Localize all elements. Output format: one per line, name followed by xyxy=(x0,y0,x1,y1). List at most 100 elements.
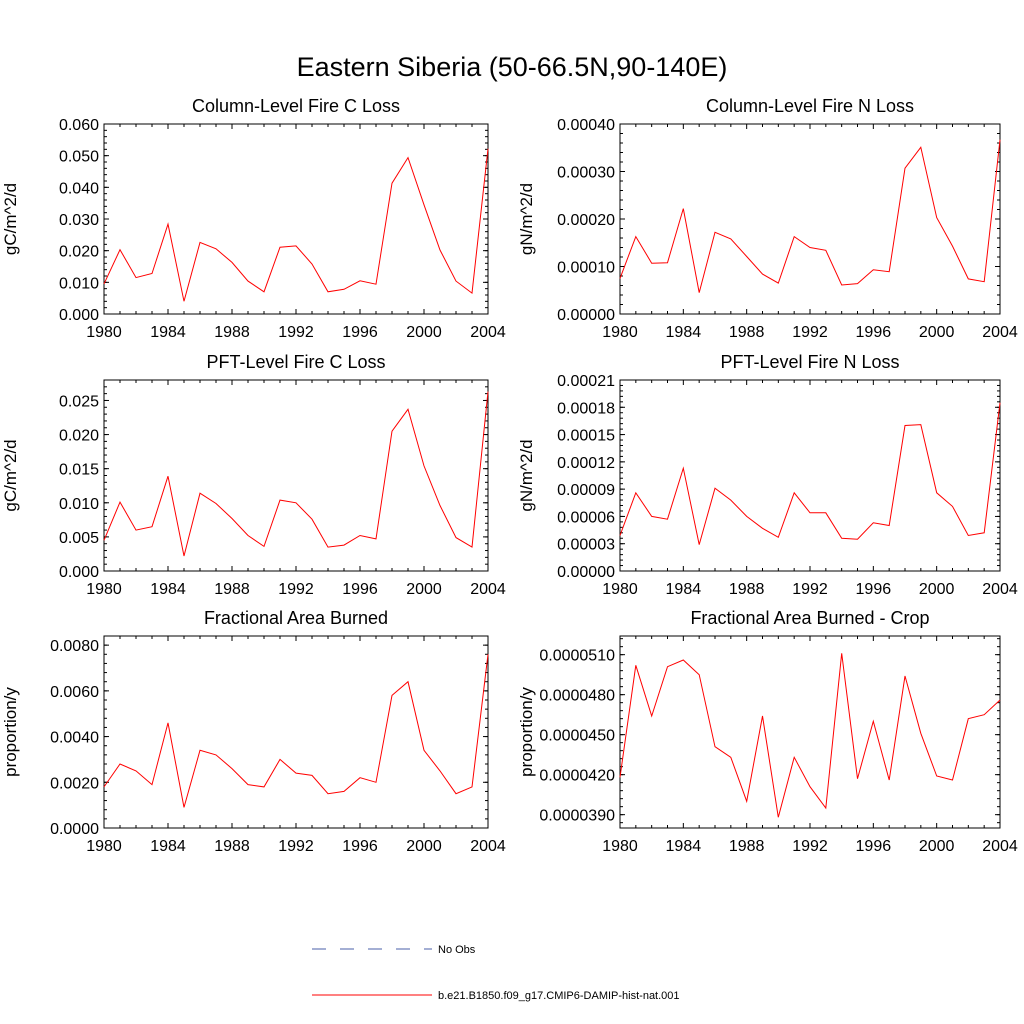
x-tick-label: 1996 xyxy=(342,581,378,598)
x-tick-label: 2004 xyxy=(470,324,506,341)
series-line-model xyxy=(619,402,1001,545)
y-tick-label: 0.00015 xyxy=(557,428,615,445)
y-axis-label: gC/m^2/d xyxy=(1,183,20,255)
plot-frame xyxy=(103,379,489,572)
y-axis-label: proportion/y xyxy=(1,687,20,777)
y-axis-label: gN/m^2/d xyxy=(517,439,536,511)
x-tick-label: 2004 xyxy=(470,581,506,598)
x-tick-label: 1992 xyxy=(792,581,828,598)
y-tick-label: 0.00020 xyxy=(557,212,615,229)
x-tick-label: 1996 xyxy=(856,324,892,341)
x-tick-label: 1988 xyxy=(214,581,250,598)
y-tick-label: 0.00030 xyxy=(557,165,615,182)
y-tick-label: 0.020 xyxy=(59,428,99,445)
y-tick-label: 0.000 xyxy=(59,307,99,324)
x-tick-label: 2000 xyxy=(919,838,955,855)
y-tick-label: 0.000 xyxy=(59,564,99,581)
legend: No Obs b.e21.B1850.f09_g17.CMIP6-DAMIP-h… xyxy=(312,944,680,1002)
figure-title: Eastern Siberia (50-66.5N,90-140E) xyxy=(297,52,728,82)
x-tick-label: 1980 xyxy=(86,581,122,598)
x-tick-label: 2000 xyxy=(406,838,442,855)
x-tick-label: 1996 xyxy=(342,324,378,341)
x-tick-label: 1988 xyxy=(214,838,250,855)
y-tick-label: 0.060 xyxy=(59,117,99,134)
y-tick-label: 0.0000420 xyxy=(539,768,615,785)
series-line-model xyxy=(103,654,489,808)
x-tick-label: 2004 xyxy=(982,324,1018,341)
x-tick-label: 2000 xyxy=(406,581,442,598)
x-tick-label: 2004 xyxy=(982,581,1018,598)
x-tick-label: 1996 xyxy=(342,838,378,855)
x-tick-label: 1984 xyxy=(666,324,702,341)
x-tick-label: 1984 xyxy=(150,581,186,598)
y-tick-label: 0.050 xyxy=(59,149,99,166)
x-tick-label: 1988 xyxy=(729,324,765,341)
x-tick-label: 1984 xyxy=(150,324,186,341)
y-tick-label: 0.0000480 xyxy=(539,688,615,705)
y-tick-label: 0.0000510 xyxy=(539,648,615,665)
x-tick-label: 1980 xyxy=(602,324,638,341)
chart-panel-4: 1980 1984 1988 1992 1996 2000 2004 0.00000 0.000… xyxy=(517,352,1018,598)
x-tick-label: 2000 xyxy=(919,324,955,341)
plot-frame xyxy=(619,379,1001,572)
chart-panel-1: 1980 1984 1988 1992 1996 2000 2004 0.000 0.010 0.… xyxy=(1,96,506,341)
series-line-model xyxy=(619,139,1001,293)
x-tick-label: 1996 xyxy=(856,581,892,598)
x-tick-label: 1992 xyxy=(792,838,828,855)
y-tick-label: 0.010 xyxy=(59,275,99,292)
panel-title: PFT-Level Fire C Loss xyxy=(206,352,385,372)
y-axis-label: proportion/y xyxy=(517,687,536,777)
y-axis-label: gN/m^2/d xyxy=(517,183,536,255)
y-tick-label: 0.00000 xyxy=(557,564,615,581)
y-axis-label: gC/m^2/d xyxy=(1,439,20,511)
y-tick-label: 0.00021 xyxy=(557,373,615,390)
y-tick-label: 0.00012 xyxy=(557,455,615,472)
plot-frame xyxy=(103,123,489,315)
y-tick-label: 0.00000 xyxy=(557,307,615,324)
series-line-model xyxy=(103,148,489,302)
y-tick-label: 0.0040 xyxy=(50,730,99,747)
y-tick-label: 0.015 xyxy=(59,462,99,479)
x-tick-label: 2000 xyxy=(919,581,955,598)
x-tick-label: 1992 xyxy=(278,838,314,855)
y-tick-label: 0.0060 xyxy=(50,684,99,701)
y-tick-label: 0.020 xyxy=(59,244,99,261)
panel-title: Fractional Area Burned xyxy=(204,608,388,628)
plot-frame xyxy=(619,635,1001,829)
chart-panel-5: 1980 1984 1988 1992 1996 2000 2004 0.0000 0.0020… xyxy=(1,608,506,855)
panels: 1980 1984 1988 1992 1996 2000 2004 0.000 0.010 0.… xyxy=(1,96,1018,855)
x-tick-label: 2004 xyxy=(470,838,506,855)
y-tick-label: 0.010 xyxy=(59,496,99,513)
x-tick-label: 1988 xyxy=(729,838,765,855)
y-tick-label: 0.030 xyxy=(59,212,99,229)
y-tick-label: 0.005 xyxy=(59,530,99,547)
x-tick-label: 1984 xyxy=(666,838,702,855)
x-tick-label: 1992 xyxy=(278,581,314,598)
x-tick-label: 1992 xyxy=(792,324,828,341)
panel-title: Column-Level Fire C Loss xyxy=(192,96,400,116)
y-tick-label: 0.00009 xyxy=(557,482,615,499)
x-tick-label: 1984 xyxy=(150,838,186,855)
y-tick-label: 0.0000390 xyxy=(539,808,615,825)
y-tick-label: 0.00040 xyxy=(557,117,615,134)
y-tick-label: 0.00003 xyxy=(557,537,615,554)
x-tick-label: 1992 xyxy=(278,324,314,341)
x-tick-label: 2000 xyxy=(406,324,442,341)
series-line-model xyxy=(103,391,489,557)
chart-panel-3: 1980 1984 1988 1992 1996 2000 2004 0.000 0.005 0.… xyxy=(1,352,506,598)
x-tick-label: 1988 xyxy=(729,581,765,598)
y-tick-label: 0.00010 xyxy=(557,260,615,277)
legend-model-label: b.e21.B1850.f09_g17.CMIP6-DAMIP-hist-nat… xyxy=(438,990,680,1002)
x-tick-label: 2004 xyxy=(982,838,1018,855)
y-tick-label: 0.040 xyxy=(59,180,99,197)
y-tick-label: 0.0000450 xyxy=(539,728,615,745)
x-tick-label: 1980 xyxy=(602,838,638,855)
series-line-model xyxy=(619,653,1001,818)
panel-title: PFT-Level Fire N Loss xyxy=(720,352,899,372)
y-tick-label: 0.0000 xyxy=(50,821,99,838)
panel-title: Fractional Area Burned - Crop xyxy=(690,608,929,628)
panel-title: Column-Level Fire N Loss xyxy=(706,96,914,116)
x-tick-label: 1980 xyxy=(602,581,638,598)
x-tick-label: 1988 xyxy=(214,324,250,341)
